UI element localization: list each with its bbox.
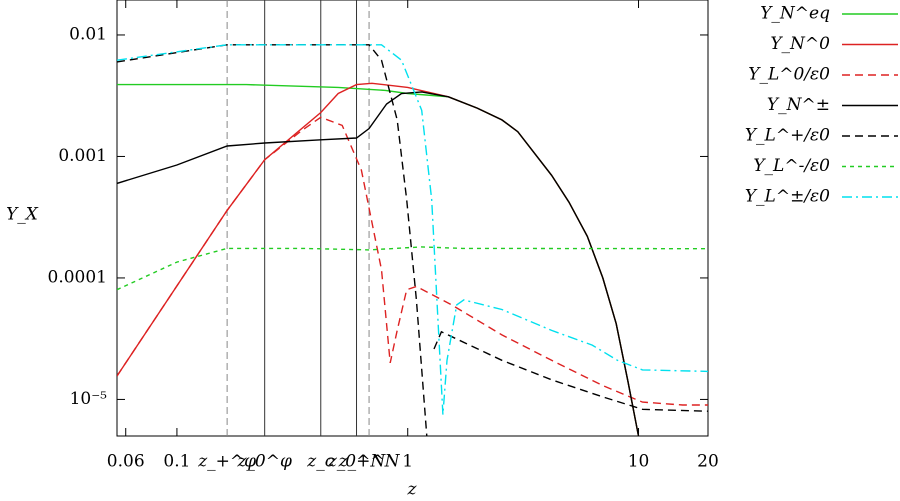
series-line xyxy=(117,44,708,415)
plot-area xyxy=(117,0,708,436)
y-tick-label: 0.0001 xyxy=(48,267,107,287)
reference-label: z_c xyxy=(306,452,334,472)
x-tick-label: 10 xyxy=(628,452,650,472)
reference-label: z_+^φ xyxy=(197,452,256,472)
legend-label: Y_L^-/ε0 xyxy=(753,156,830,176)
reference-label: z_0^φ xyxy=(236,452,292,472)
y-tick-label: 0.001 xyxy=(58,146,107,166)
legend-label: Y_N^eq xyxy=(760,4,830,24)
y-tick-label: 10⁻⁵ xyxy=(70,389,108,409)
x-tick-label: 1 xyxy=(402,452,413,472)
y-tick-label: 0.01 xyxy=(69,24,107,44)
x-axis-label: z xyxy=(407,480,418,500)
reference-label: z_+^N xyxy=(338,452,401,472)
series-line xyxy=(117,116,708,406)
reference-label: z_0^N xyxy=(327,452,387,472)
legend-label: Y_N^± xyxy=(767,95,830,115)
y-axis-label: Y_X xyxy=(6,205,39,225)
plot-frame xyxy=(116,0,709,437)
series-line xyxy=(117,44,708,436)
legend-label: Y_N^0 xyxy=(770,34,830,54)
x-tick-label: 0.06 xyxy=(107,452,145,472)
legend-label: Y_L^0/ε0 xyxy=(748,65,830,85)
legend-label: Y_L^+/ε0 xyxy=(745,126,830,146)
x-tick-label: 20 xyxy=(697,452,719,472)
x-tick-label: 0.1 xyxy=(163,452,190,472)
series-line xyxy=(117,91,640,436)
legend-label: Y_L^±/ε0 xyxy=(745,187,830,207)
series-line xyxy=(117,246,708,291)
